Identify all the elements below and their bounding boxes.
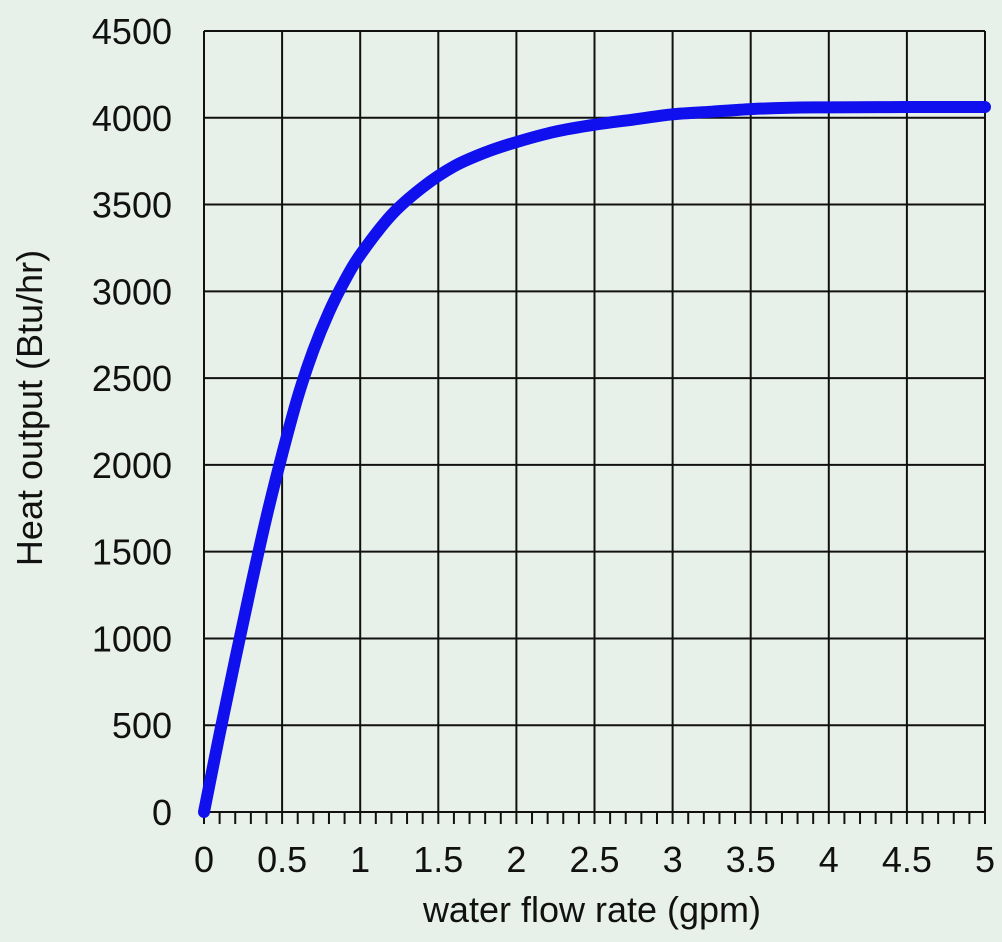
y-tick-labels: 0 500 1000 1500 2000 2500 3000 3500 4000 4500 [92,11,172,833]
x-tick-label: 3 [663,839,683,880]
x-tick-label: 4 [819,839,839,880]
y-tick-label: 500 [112,705,172,746]
y-tick-label: 3000 [92,271,172,312]
x-tick-label: 2 [506,839,526,880]
x-tick-labels: 0 0.5 1 1.5 2 2.5 3 3.5 4 4.5 5 [194,839,995,880]
x-tick-label: 1.5 [413,839,463,880]
series-layer [198,100,991,818]
x-tick-label: 5 [975,839,995,880]
x-tick-label: 3.5 [726,839,776,880]
y-tick-label: 4500 [92,11,172,52]
y-tick-label: 1000 [92,618,172,659]
x-tick-label: 0.5 [257,839,307,880]
y-tick-label: 4000 [92,98,172,139]
y-tick-label: 2500 [92,358,172,399]
series-line [198,100,991,818]
y-tick-label: 0 [152,792,172,833]
x-tick-label: 4.5 [882,839,932,880]
y-axis-label: Heat output (Btu/hr) [9,250,50,566]
x-axis-label: water flow rate (gpm) [422,889,761,930]
x-tick-label: 0 [194,839,214,880]
x-tick-label: 1 [350,839,370,880]
y-tick-label: 2000 [92,445,172,486]
x-tick-label: 2.5 [569,839,619,880]
grid [203,30,986,813]
y-tick-label: 1500 [92,532,172,573]
y-tick-label: 3500 [92,185,172,226]
